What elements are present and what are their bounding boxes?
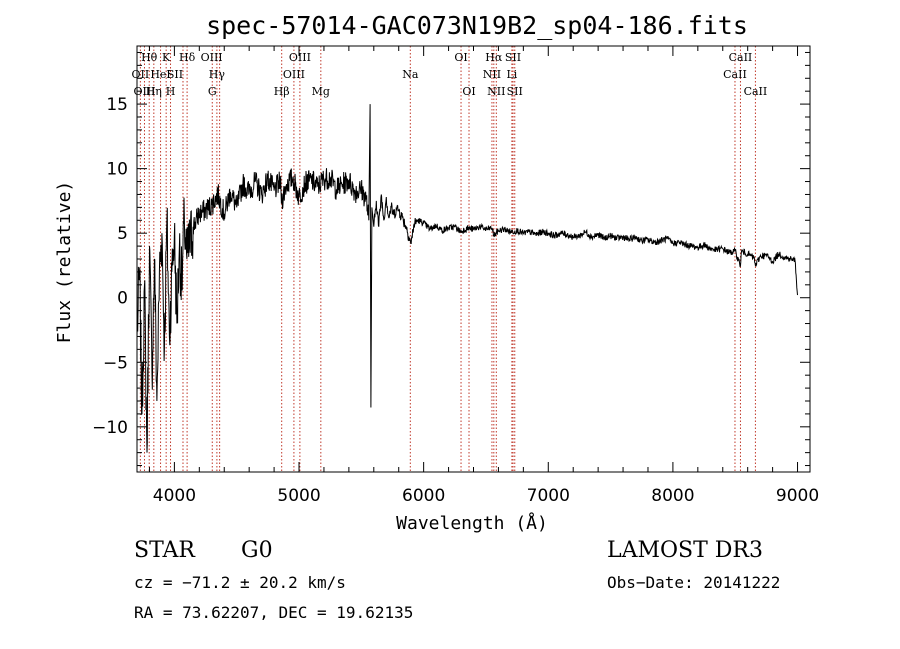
x-tick-label-5000: 5000 xyxy=(277,486,320,506)
line-label-13: OIII xyxy=(289,51,311,64)
x-tick-label-9000: 9000 xyxy=(776,486,819,506)
spectrum-line xyxy=(137,104,798,453)
x-tick-label-6000: 6000 xyxy=(402,486,445,506)
x-tick-label-8000: 8000 xyxy=(651,486,694,506)
x-tick-label-4000: 4000 xyxy=(153,486,196,506)
line-label-27: CaII xyxy=(744,85,768,98)
x-axis-label: Wavelength (Å) xyxy=(396,512,548,534)
survey-name: LAMOST DR3 xyxy=(607,538,763,563)
line-label-15: Mg xyxy=(312,85,330,98)
line-label-12: Hβ xyxy=(274,85,290,98)
line-label-11: G xyxy=(208,85,217,98)
line-label-19: Hα xyxy=(485,51,503,64)
line-label-9: OIII xyxy=(201,51,223,64)
line-label-24: SII xyxy=(507,85,523,98)
x-tick-label-7000: 7000 xyxy=(527,486,570,506)
line-label-6: SII xyxy=(167,68,183,81)
line-label-18: OI xyxy=(462,85,475,98)
spectral-line-markers xyxy=(139,46,756,472)
y-axis-label: Flux (relative) xyxy=(54,181,75,344)
y-tick-label-0: 0 xyxy=(117,289,128,309)
line-label-20: NII xyxy=(483,68,501,81)
spectrum-series xyxy=(137,104,798,453)
x-axis: 4000 5000 6000 7000 8000 9000 xyxy=(148,46,819,506)
line-label-23: Li xyxy=(506,68,517,81)
y-tick-label--5: −5 xyxy=(103,353,128,373)
coordinates: RA = 73.62207, DEC = 19.62135 xyxy=(134,603,414,622)
line-label-21: NII xyxy=(487,85,505,98)
line-label-22: SII xyxy=(505,51,521,64)
object-subclass: G0 xyxy=(241,538,273,563)
chart-title: spec-57014-GAC073N19B2_sp04-186.fits xyxy=(206,11,748,40)
redshift-value: cz = −71.2 ± 20.2 km/s xyxy=(134,573,346,592)
plot-frame xyxy=(136,45,811,473)
observation-date: Obs−Date: 20141222 xyxy=(607,573,781,592)
line-label-26: CaII xyxy=(723,68,747,81)
line-label-2: OIII xyxy=(133,85,155,98)
y-tick-label-10: 10 xyxy=(106,160,128,180)
line-label-10: Hγ xyxy=(209,68,226,81)
line-label-8: Hδ xyxy=(179,51,196,64)
line-label-17: OI xyxy=(454,51,467,64)
line-label-16: Na xyxy=(402,68,419,81)
line-label-7: H xyxy=(166,85,176,98)
line-label-5: K xyxy=(162,51,171,64)
line-label-3: Hη xyxy=(146,85,162,98)
line-label-25: CaII xyxy=(729,51,753,64)
line-label-14: OIII xyxy=(283,68,305,81)
line-label-4: HeI xyxy=(150,68,170,81)
line-label-1: OII xyxy=(132,68,150,81)
object-class: STAR xyxy=(134,538,195,563)
y-tick-label--10: −10 xyxy=(92,418,128,438)
y-tick-label-15: 15 xyxy=(106,95,128,115)
line-label-0: Hθ xyxy=(141,51,158,64)
y-tick-label-5: 5 xyxy=(117,224,128,244)
y-axis: −10 −5 0 5 10 15 xyxy=(92,51,810,467)
